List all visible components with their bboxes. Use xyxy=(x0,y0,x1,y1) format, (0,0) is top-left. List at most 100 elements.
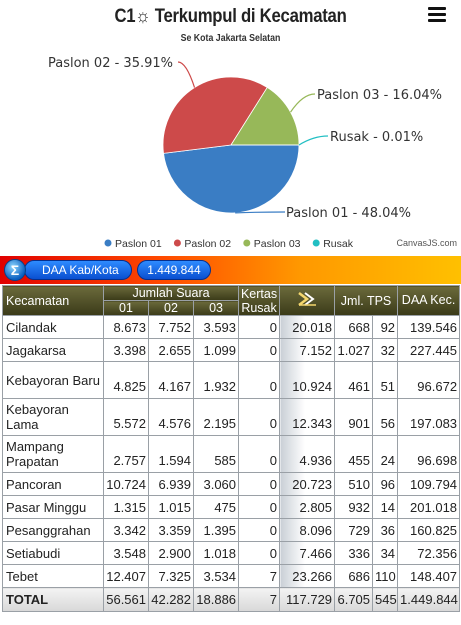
row-name: Pesanggrahan xyxy=(2,518,104,542)
legend-item[interactable]: Paslon 02 xyxy=(173,238,231,250)
row-tps-b: 51 xyxy=(372,361,399,399)
row-paslon-02: 4.576 xyxy=(148,398,194,436)
row-daa-kec: 109.794 xyxy=(397,472,461,496)
row-paslon-03: 1.018 xyxy=(192,541,240,565)
footer-p3: 18.886 xyxy=(192,587,240,612)
row-tps-a: 455 xyxy=(334,435,374,473)
legend-item[interactable]: Paslon 03 xyxy=(243,238,301,250)
row-paslon-02: 3.359 xyxy=(148,518,194,542)
row-daa-kec: 227.445 xyxy=(397,338,461,362)
row-paslon-01: 3.342 xyxy=(103,518,149,542)
table-row[interactable]: Pancoran 10.724 6.939 3.060 0 20.723 510 96 109.… xyxy=(2,472,461,496)
header-sub-03[interactable]: 03 xyxy=(192,300,240,316)
row-daa-kec: 96.672 xyxy=(397,361,461,399)
row-paslon-03: 2.195 xyxy=(192,398,240,436)
daa-bar: DAA Kab/Kota Σ 1.449.844 xyxy=(0,256,461,284)
legend-item[interactable]: Rusak xyxy=(312,238,354,250)
row-paslon-01: 8.673 xyxy=(103,315,149,339)
pie-chart: C1☼ Terkumpul di Kecamatan Se Kota Jakar… xyxy=(0,0,461,253)
table-row[interactable]: Setiabudi 3.548 2.900 1.018 0 7.466 336 34 72.35… xyxy=(2,541,461,565)
row-kertas-rusak: 0 xyxy=(238,472,281,496)
header-kertas-rusak[interactable]: Kertas Rusak xyxy=(238,285,281,316)
row-name: Kebayoran Lama xyxy=(2,398,104,436)
row-kertas-rusak: 0 xyxy=(238,338,281,362)
row-paslon-03: 1.099 xyxy=(192,338,240,362)
header-sub-01[interactable]: 01 xyxy=(103,300,149,316)
legend-item[interactable]: Paslon 01 xyxy=(104,238,162,250)
footer-daa: 1.449.844 xyxy=(397,587,461,612)
row-tps-a: 901 xyxy=(334,398,374,436)
row-total: 20.723 xyxy=(279,472,336,496)
row-tps-b: 24 xyxy=(372,435,399,473)
row-kertas-rusak: 0 xyxy=(238,541,281,565)
daa-kab-kota-button[interactable]: DAA Kab/Kota xyxy=(24,260,132,280)
legend-label: Rusak xyxy=(323,238,354,250)
row-tps-a: 461 xyxy=(334,361,374,399)
legend-marker xyxy=(243,239,251,247)
hamburger-menu-icon[interactable] xyxy=(428,7,446,23)
row-tps-b: 56 xyxy=(372,398,399,436)
row-paslon-01: 5.572 xyxy=(103,398,149,436)
row-tps-a: 932 xyxy=(334,495,374,519)
table-row[interactable]: Tebet 12.407 7.325 3.534 7 23.266 686 110 148.40… xyxy=(2,564,461,588)
pie-leader-line xyxy=(177,61,196,88)
table-row[interactable]: Pasar Minggu 1.315 1.015 475 0 2.805 932 14 201.… xyxy=(2,495,461,519)
pie-leader-line xyxy=(235,211,286,214)
row-paslon-02: 2.655 xyxy=(148,338,194,362)
legend-label: Paslon 02 xyxy=(184,238,231,250)
row-name: Cilandak xyxy=(2,315,104,339)
row-tps-a: 729 xyxy=(334,518,374,542)
table-row[interactable]: Cilandak 8.673 7.752 3.593 0 20.018 668 92 139.5… xyxy=(2,315,461,339)
row-total: 7.466 xyxy=(279,541,336,565)
row-tps-a: 336 xyxy=(334,541,374,565)
row-total: 23.266 xyxy=(279,564,336,588)
row-paslon-03: 3.593 xyxy=(192,315,240,339)
row-kertas-rusak: 0 xyxy=(238,398,281,436)
daa-label: DAA Kab/Kota xyxy=(42,263,119,277)
chart-title: C1☼ Terkumpul di Kecamatan xyxy=(114,6,347,27)
row-tps-b: 96 xyxy=(372,472,399,496)
row-name: Tebet xyxy=(2,564,104,588)
row-paslon-01: 10.724 xyxy=(103,472,149,496)
header-jml-tps[interactable]: Jml. TPS xyxy=(334,285,399,316)
table-row[interactable]: Jagakarsa 3.398 2.655 1.099 0 7.152 1.027 32 227… xyxy=(2,338,461,362)
row-daa-kec: 160.825 xyxy=(397,518,461,542)
row-daa-kec: 96.698 xyxy=(397,435,461,473)
sigma-icon[interactable]: Σ xyxy=(4,259,26,281)
legend-marker xyxy=(104,239,112,247)
row-total: 8.096 xyxy=(279,518,336,542)
row-tps-b: 92 xyxy=(372,315,399,339)
kecamatan-table: Kecamatan Jumlah Suara Kertas Rusak Jml.… xyxy=(2,285,461,612)
header-total[interactable] xyxy=(279,285,336,316)
row-total: 2.805 xyxy=(279,495,336,519)
pie-label: Paslon 01 - 48.04% xyxy=(286,206,411,221)
legend-label: Paslon 03 xyxy=(254,238,301,250)
row-paslon-01: 3.398 xyxy=(103,338,149,362)
row-kertas-rusak: 0 xyxy=(238,518,281,542)
table-row[interactable]: Kebayoran Baru 4.825 4.167 1.932 0 10.924 461 5… xyxy=(2,361,461,399)
row-paslon-02: 1.594 xyxy=(148,435,194,473)
table-row[interactable]: Pesanggrahan 3.342 3.359 1.395 0 8.096 729 36 16… xyxy=(2,518,461,542)
pie-slice-paslon-01[interactable] xyxy=(163,144,300,214)
header-kecamatan[interactable]: Kecamatan xyxy=(2,285,104,316)
row-kertas-rusak: 0 xyxy=(238,315,281,339)
chart-credit[interactable]: CanvasJS.com xyxy=(396,238,457,248)
row-paslon-03: 3.534 xyxy=(192,564,240,588)
row-daa-kec: 139.546 xyxy=(397,315,461,339)
header-sub-02[interactable]: 02 xyxy=(148,300,194,316)
row-tps-b: 34 xyxy=(372,541,399,565)
row-total: 4.936 xyxy=(279,435,336,473)
legend-label: Paslon 01 xyxy=(115,238,162,250)
table-row[interactable]: Kebayoran Lama 5.572 4.576 2.195 0 12.343 901 5… xyxy=(2,398,461,436)
row-kertas-rusak: 0 xyxy=(238,495,281,519)
footer-rusak: 7 xyxy=(238,587,281,612)
row-total: 12.343 xyxy=(279,398,336,436)
header-daa-kec[interactable]: DAA Kec. xyxy=(397,285,461,316)
table-row[interactable]: Mampang Prapatan 2.757 1.594 585 0 4.936 455 24… xyxy=(2,435,461,473)
row-paslon-02: 6.939 xyxy=(148,472,194,496)
row-paslon-01: 3.548 xyxy=(103,541,149,565)
row-paslon-02: 2.900 xyxy=(148,541,194,565)
footer-total: 117.729 xyxy=(279,587,336,612)
pie-slice-paslon-02[interactable] xyxy=(162,76,268,154)
row-paslon-03: 1.932 xyxy=(192,361,240,399)
